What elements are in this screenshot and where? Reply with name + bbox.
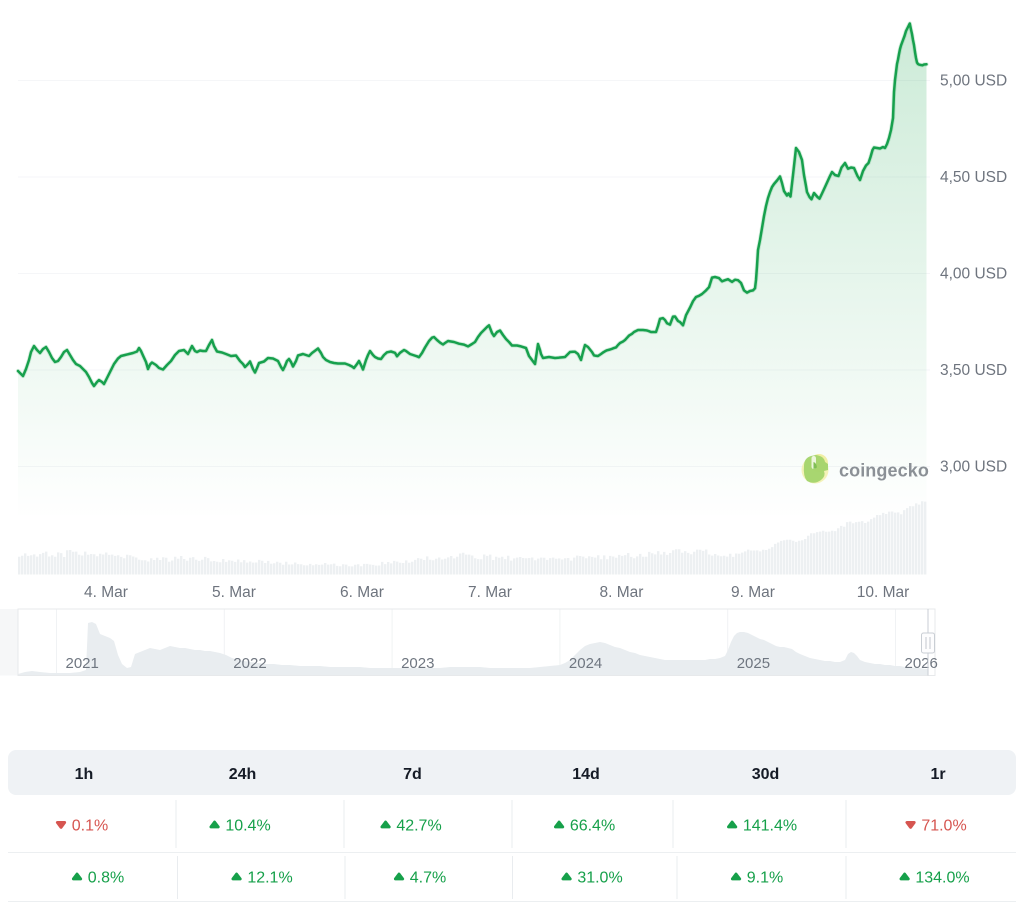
svg-text:134.0%: 134.0% [915,870,969,887]
svg-text:7. Mar: 7. Mar [468,584,512,601]
svg-text:1r: 1r [930,766,945,783]
svg-text:2023: 2023 [401,655,434,672]
svg-text:3,50 USD: 3,50 USD [940,362,1007,379]
svg-text:8. Mar: 8. Mar [600,584,644,601]
svg-text:7d: 7d [403,766,422,783]
svg-text:42.7%: 42.7% [396,818,441,835]
svg-text:71.0%: 71.0% [921,818,966,835]
svg-text:coingecko: coingecko [839,461,929,481]
svg-text:30d: 30d [752,766,780,783]
svg-text:5,00 USD: 5,00 USD [940,73,1007,90]
svg-text:3,00 USD: 3,00 USD [940,459,1007,476]
svg-text:14d: 14d [572,766,600,783]
svg-text:2025: 2025 [737,655,770,672]
svg-text:0.8%: 0.8% [88,870,124,887]
svg-text:66.4%: 66.4% [570,818,615,835]
svg-text:6. Mar: 6. Mar [340,584,384,601]
svg-text:4. Mar: 4. Mar [84,584,128,601]
svg-text:4,50 USD: 4,50 USD [940,169,1007,186]
svg-text:1h: 1h [75,766,94,783]
svg-text:9.1%: 9.1% [747,870,783,887]
svg-text:10. Mar: 10. Mar [857,584,910,601]
svg-text:12.1%: 12.1% [247,870,292,887]
svg-text:10.4%: 10.4% [225,818,270,835]
svg-text:2021: 2021 [66,655,99,672]
svg-text:141.4%: 141.4% [743,818,797,835]
svg-text:4.7%: 4.7% [410,870,446,887]
svg-text:31.0%: 31.0% [577,870,622,887]
svg-text:2026: 2026 [905,655,938,672]
svg-text:2022: 2022 [233,655,266,672]
svg-text:4,00 USD: 4,00 USD [940,266,1007,283]
svg-text:9. Mar: 9. Mar [731,584,775,601]
svg-text:0.1%: 0.1% [72,818,108,835]
svg-text:5. Mar: 5. Mar [212,584,256,601]
svg-text:2024: 2024 [569,655,602,672]
svg-text:24h: 24h [229,766,257,783]
